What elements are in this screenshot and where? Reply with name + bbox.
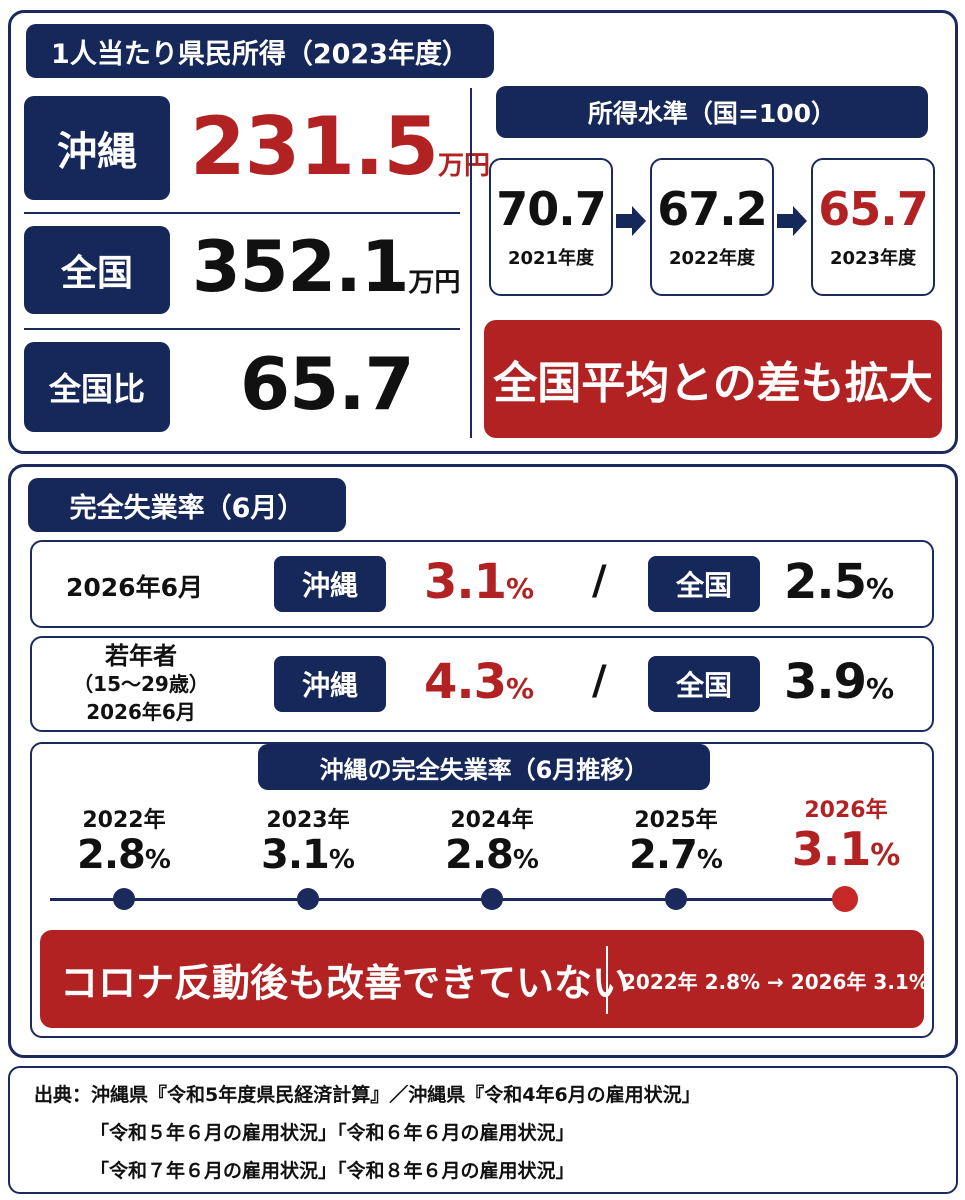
income-divider-2 (24, 328, 460, 330)
source-line-2: 「令和５年６月の雇用状況」「令和６年６月の雇用状況」 (90, 1122, 575, 1144)
timeline-year-2024: 2024年 (450, 808, 534, 833)
row-youth-slash: / (592, 658, 607, 704)
timeline-year-2023: 2023年 (266, 808, 350, 833)
national-label: 全国 (24, 226, 170, 314)
row-all-national-number: 2.5 (784, 554, 867, 610)
source-panel (8, 1066, 958, 1194)
row-all-national-rate: 2.5% (784, 554, 894, 610)
level-value-2022: 67.2 (657, 182, 768, 236)
timeline-dot-2026 (832, 886, 858, 912)
arrow-right-icon (777, 206, 807, 236)
level-box-2022: 67.2 2022年度 (650, 158, 774, 296)
timeline-number-2022: 2.8 (77, 832, 146, 878)
row-youth-national-number: 3.9 (784, 654, 867, 710)
pct-sign: % (328, 845, 355, 875)
row-youth-okinawa-rate: 4.3% (424, 654, 534, 710)
ratio-value: 65.7 (240, 342, 415, 426)
timeline-year-2022: 2022年 (82, 808, 166, 833)
row-youth-national-rate: 3.9% (784, 654, 894, 710)
timeline-dot-2024 (481, 888, 503, 910)
timeline-number-2023: 3.1 (261, 832, 330, 878)
national-income-unit: 万円 (408, 268, 461, 298)
income-gap-banner: 全国平均との差も拡大 (484, 320, 942, 438)
unemployment-banner-note: 2022年 2.8% → 2026年 3.1% (622, 970, 929, 994)
banner-divider (606, 946, 608, 1014)
row-all-okinawa-number: 3.1 (424, 554, 507, 610)
pct-sign: % (506, 572, 535, 605)
unemployment-row-all: 2026年6月 沖縄 3.1% / 全国 2.5% (30, 540, 934, 628)
row-youth-label-line1: 若年者 (105, 642, 177, 670)
level-year-2021: 2021年度 (507, 248, 595, 269)
level-value-2021: 70.7 (496, 182, 607, 236)
timeline-number-2024: 2.8 (445, 832, 514, 878)
pct-sign: % (506, 672, 535, 705)
unemployment-banner: コロナ反動後も改善できていない 2022年 2.8% → 2026年 3.1% (40, 930, 929, 1028)
pct-sign: % (870, 838, 901, 873)
timeline-year-2026: 2026年 (804, 798, 888, 823)
national-income-value: 352.1万円 (192, 226, 460, 308)
level-box-2021: 70.7 2021年度 (489, 158, 613, 296)
timeline-dot-2023 (297, 888, 319, 910)
unemployment-row-youth: 若年者 （15～29歳） 2026年6月 沖縄 4.3% / 全国 3.9% (30, 636, 934, 732)
pct-sign: % (866, 572, 895, 605)
unemployment-banner-text: コロナ反動後も改善できていない (60, 960, 631, 1005)
source-line-1: 出典：沖縄県『令和5年度県民経済計算』／沖縄県『令和4年6月の雇用状況」 (34, 1084, 701, 1106)
row-all-okinawa-rate: 3.1% (424, 554, 534, 610)
timeline-value-2024: 2.8% (412, 832, 572, 878)
row-all-slash: / (592, 558, 607, 604)
timeline-value-2026: 3.1% (766, 822, 926, 876)
timeline-title: 沖縄の完全失業率（6月推移） (258, 744, 710, 790)
timeline-number-2026: 3.1 (791, 822, 871, 876)
level-value-2023: 65.7 (818, 182, 929, 236)
row-youth-okinawa-tag: 沖縄 (274, 656, 386, 712)
timeline-number-2025: 2.7 (629, 832, 698, 878)
level-year-2023: 2023年度 (829, 248, 917, 269)
row-all-okinawa-tag: 沖縄 (274, 556, 386, 612)
pct-sign: % (512, 845, 539, 875)
timeline-year-2025: 2025年 (634, 808, 718, 833)
row-youth-okinawa-number: 4.3 (424, 654, 507, 710)
okinawa-income-value: 231.5万円 (190, 100, 490, 193)
row-all-period: 2026年6月 (66, 573, 203, 602)
pct-sign: % (144, 845, 171, 875)
source-line-3: 「令和７年６月の雇用状況」「令和８年６月の雇用状況」 (90, 1160, 575, 1182)
income-vertical-divider (470, 88, 472, 438)
pct-sign: % (866, 672, 895, 705)
arrow-right-icon (616, 206, 646, 236)
timeline-value-2022: 2.8% (44, 832, 204, 878)
timeline-value-2025: 2.7% (596, 832, 756, 878)
level-box-2023: 65.7 2023年度 (811, 158, 935, 296)
timeline-value-2023: 3.1% (228, 832, 388, 878)
national-income-number: 352.1 (192, 226, 409, 308)
income-divider-1 (24, 212, 460, 214)
row-youth-label: 若年者 （15～29歳） 2026年6月 (38, 642, 244, 726)
pct-sign: % (696, 845, 723, 875)
timeline-line (50, 898, 846, 901)
row-youth-label-line2: （15～29歳） (73, 672, 209, 696)
income-title: 1人当たり県民所得（2023年度） (26, 24, 494, 78)
timeline-dot-2025 (665, 888, 687, 910)
row-youth-label-line3: 2026年6月 (86, 700, 196, 724)
unemployment-title: 完全失業率（6月） (28, 478, 346, 532)
okinawa-label: 沖縄 (24, 96, 170, 200)
okinawa-income-unit: 万円 (438, 151, 491, 181)
level-year-2022: 2022年度 (668, 248, 756, 269)
income-level-title: 所得水準（国=100） (496, 86, 928, 138)
timeline-dot-2022 (113, 888, 135, 910)
row-all-national-tag: 全国 (648, 556, 760, 612)
okinawa-income-number: 231.5 (190, 100, 439, 193)
ratio-label: 全国比 (24, 342, 170, 432)
row-youth-national-tag: 全国 (648, 656, 760, 712)
